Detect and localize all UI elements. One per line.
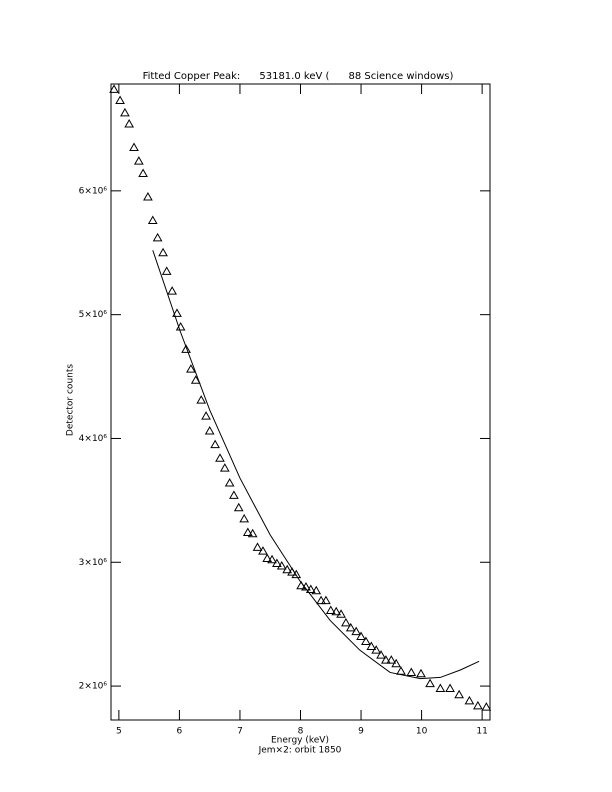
data-point — [219, 463, 230, 472]
data-point — [161, 266, 172, 275]
data-point — [376, 650, 386, 659]
data-point — [356, 631, 366, 641]
data-point — [345, 622, 356, 632]
y-tick-label: 5×10⁶ — [79, 310, 108, 320]
data-point — [258, 546, 268, 555]
x-tick-label: 6 — [177, 727, 183, 737]
data-point — [201, 411, 211, 420]
data-point — [229, 490, 239, 499]
data-point — [210, 439, 220, 449]
data-point — [147, 215, 158, 225]
data-point — [109, 84, 119, 93]
data-point — [371, 645, 382, 654]
data-point — [341, 617, 351, 627]
chart-title: Fitted Copper Peak: 53181.0 keV ( 88 Sci… — [143, 71, 454, 82]
data-point — [196, 395, 207, 404]
data-point — [291, 569, 302, 579]
data-point — [481, 702, 492, 711]
data-point — [242, 527, 253, 537]
data-point — [473, 700, 483, 710]
data-point — [454, 689, 464, 699]
data-point — [425, 678, 435, 688]
y-tick-label: 3×10⁶ — [79, 558, 108, 568]
data-point — [239, 513, 250, 523]
data-point — [133, 156, 144, 165]
data-point — [215, 453, 225, 462]
data-point — [351, 626, 362, 636]
data-point — [276, 560, 287, 570]
data-point — [186, 364, 196, 373]
data-point — [181, 344, 191, 353]
data-point — [305, 584, 316, 594]
data-point — [416, 668, 426, 678]
data-point — [316, 595, 326, 605]
data-point — [321, 595, 331, 605]
data-point — [190, 375, 201, 384]
data-point — [391, 658, 402, 668]
x-tick-label: 9 — [358, 727, 364, 737]
data-point — [366, 641, 377, 650]
x-axis-label: Energy (keV) — [271, 736, 329, 746]
data-point — [361, 636, 371, 646]
data-point — [172, 308, 182, 317]
data-point — [406, 667, 417, 676]
data-point — [204, 426, 215, 435]
x-tick-label: 5 — [116, 727, 122, 737]
data-point — [158, 247, 168, 257]
data-point — [267, 554, 277, 564]
data-point — [152, 232, 163, 242]
fit-line — [152, 250, 480, 680]
data-point — [233, 502, 244, 512]
y-tick-label: 4×10⁶ — [79, 434, 108, 444]
x-tick-label: 7 — [237, 727, 243, 737]
data-point — [311, 585, 322, 595]
data-point — [272, 558, 282, 568]
data-point — [282, 564, 293, 574]
data-point — [224, 478, 235, 487]
data-point — [138, 168, 148, 178]
y-tick-label: 2×10⁶ — [79, 682, 108, 692]
data-point — [124, 118, 135, 128]
data-point — [464, 695, 475, 705]
data-point — [252, 542, 263, 551]
data-point — [129, 142, 139, 152]
subtitle: Jem×2: orbit 1850 — [258, 746, 342, 756]
data-point — [331, 606, 342, 616]
x-tick-label: 11 — [476, 727, 487, 737]
data-point — [247, 528, 258, 538]
x-tick-label: 10 — [416, 727, 428, 737]
data-point — [325, 605, 336, 615]
data-point — [120, 107, 130, 117]
data-point — [445, 683, 455, 693]
x-tick-label: 8 — [298, 727, 304, 737]
plot-frame — [110, 83, 491, 721]
y-axis-label: Detector counts — [66, 364, 76, 436]
data-point — [167, 286, 178, 295]
data-point — [336, 609, 346, 618]
data-point — [386, 655, 397, 664]
data-point — [143, 192, 153, 201]
data-point — [262, 553, 273, 563]
data-point — [396, 666, 406, 675]
data-point — [381, 655, 391, 664]
y-tick-label: 6×10⁶ — [79, 186, 108, 196]
data-point — [435, 683, 446, 693]
data-point — [115, 95, 125, 104]
